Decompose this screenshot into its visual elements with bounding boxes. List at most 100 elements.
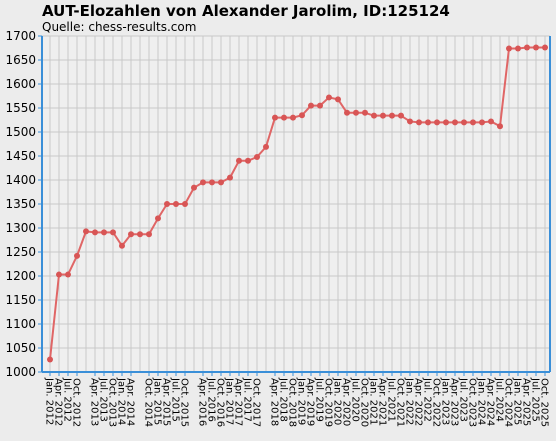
data-point [371,112,377,119]
x-tick-label: Jul. 2012 [62,377,73,422]
x-tick-label: Apr. 2013 [89,378,100,426]
data-point [110,229,116,236]
x-tick-label: Oct. 2023 [467,378,478,427]
data-point [83,228,89,235]
x-tick-label: Oct. 2016 [215,378,226,427]
data-point [461,119,467,126]
y-tick-label: 1450 [5,149,36,163]
x-tick-label: Apr. 2015 [161,378,172,426]
data-point [164,201,170,207]
data-point [344,109,350,116]
data-point [362,109,368,116]
data-point [506,45,512,52]
x-tick-label: Apr. 2024 [485,378,496,426]
data-point [155,215,161,222]
y-tick-label: 1350 [5,197,36,211]
data-point [56,271,62,278]
data-point [434,119,440,126]
x-tick-label: Jul. 2015 [170,377,181,422]
data-point [47,356,53,363]
x-tick-label: Oct. 2012 [71,378,82,427]
x-tick-label: Jan. 2022 [404,377,415,425]
x-tick-label: Jul. 2022 [422,377,433,422]
x-tick-label: Oct. 2021 [395,378,406,427]
axes [38,35,551,376]
data-point [191,184,197,191]
data-point [452,119,458,126]
data-point [299,112,305,119]
data-point [389,112,395,119]
data-point [515,45,521,52]
x-tick-label: Jan. 2014 [116,377,127,425]
x-tick-label: Oct. 2015 [179,378,190,427]
y-tick-label: 1200 [5,269,36,283]
series-elo [47,44,548,363]
y-tick-label: 1250 [5,245,36,259]
x-tick-label: Apr. 2014 [125,378,136,426]
x-tick-label: Apr. 2016 [197,378,208,426]
x-tick-label: Apr. 2017 [233,378,244,426]
x-tick-label: Jul. 2013 [98,377,109,422]
data-point [92,229,98,236]
data-point [290,114,296,121]
chart-subtitle: Quelle: chess-results.com [42,20,196,34]
data-point [137,231,143,238]
data-point [524,44,530,51]
data-point [65,271,71,278]
y-axis-ticks: 1000 1050 1100 1150 1200 1250 1300 1350 1400 1450… [5,29,36,379]
y-tick-label: 1150 [5,293,36,307]
x-tick-label: Jul. 2017 [242,377,253,422]
x-tick-label: Jan. 2012 [44,377,55,425]
chart-title: AUT-Elozahlen von Alexander Jarolim, ID:… [42,2,450,20]
x-tick-label: Jul. 2020 [350,377,361,422]
x-tick-label: Apr. 2021 [377,378,388,426]
x-tick-label: Oct. 2017 [251,378,262,427]
x-tick-label: Apr. 2012 [53,378,64,426]
x-tick-label: Oct. 2019 [323,378,334,427]
data-point [416,119,422,126]
data-point [263,143,269,150]
x-tick-label: Jul. 2024 [494,377,505,422]
data-point [173,201,179,207]
data-point [317,102,323,109]
x-tick-label: Jan. 2017 [224,377,235,425]
x-tick-label: Apr. 2022 [413,378,424,426]
data-point [254,153,260,160]
data-point [101,229,107,236]
x-tick-label: Apr. 2020 [341,378,352,426]
data-point [209,179,215,186]
y-tick-label: 1550 [5,101,36,115]
x-tick-label: Oct. 2018 [287,378,298,427]
data-point [479,119,485,126]
data-point [200,179,206,186]
data-point [497,123,503,130]
data-point [272,114,278,121]
data-point [227,174,233,181]
data-point [380,112,386,119]
data-point [407,118,413,125]
grid-lines [42,35,550,373]
data-point [146,231,152,238]
y-tick-label: 1700 [5,29,36,43]
x-tick-label: Oct. 2013 [107,378,118,427]
x-tick-label: Jul. 2019 [314,377,325,422]
x-tick-label: Oct. 2024 [503,378,514,427]
y-tick-label: 1050 [5,341,36,355]
x-tick-label: Jul. 2018 [278,377,289,422]
data-point [533,44,539,51]
data-point [236,157,242,164]
x-tick-label: Jul. 2025 [530,377,541,422]
y-tick-label: 1100 [5,317,36,331]
y-tick-label: 1400 [5,173,36,187]
data-point [119,242,125,249]
y-tick-label: 1650 [5,53,36,67]
data-point [335,96,341,103]
x-tick-label: Jul. 2023 [458,377,469,422]
data-point [470,119,476,126]
y-tick-label: 1300 [5,221,36,235]
x-tick-label: Apr. 2018 [269,378,280,426]
x-tick-label: Jan. 2021 [368,377,379,425]
x-tick-label: Jul. 2016 [206,377,217,422]
x-tick-label: Jan. 2024 [476,377,487,425]
